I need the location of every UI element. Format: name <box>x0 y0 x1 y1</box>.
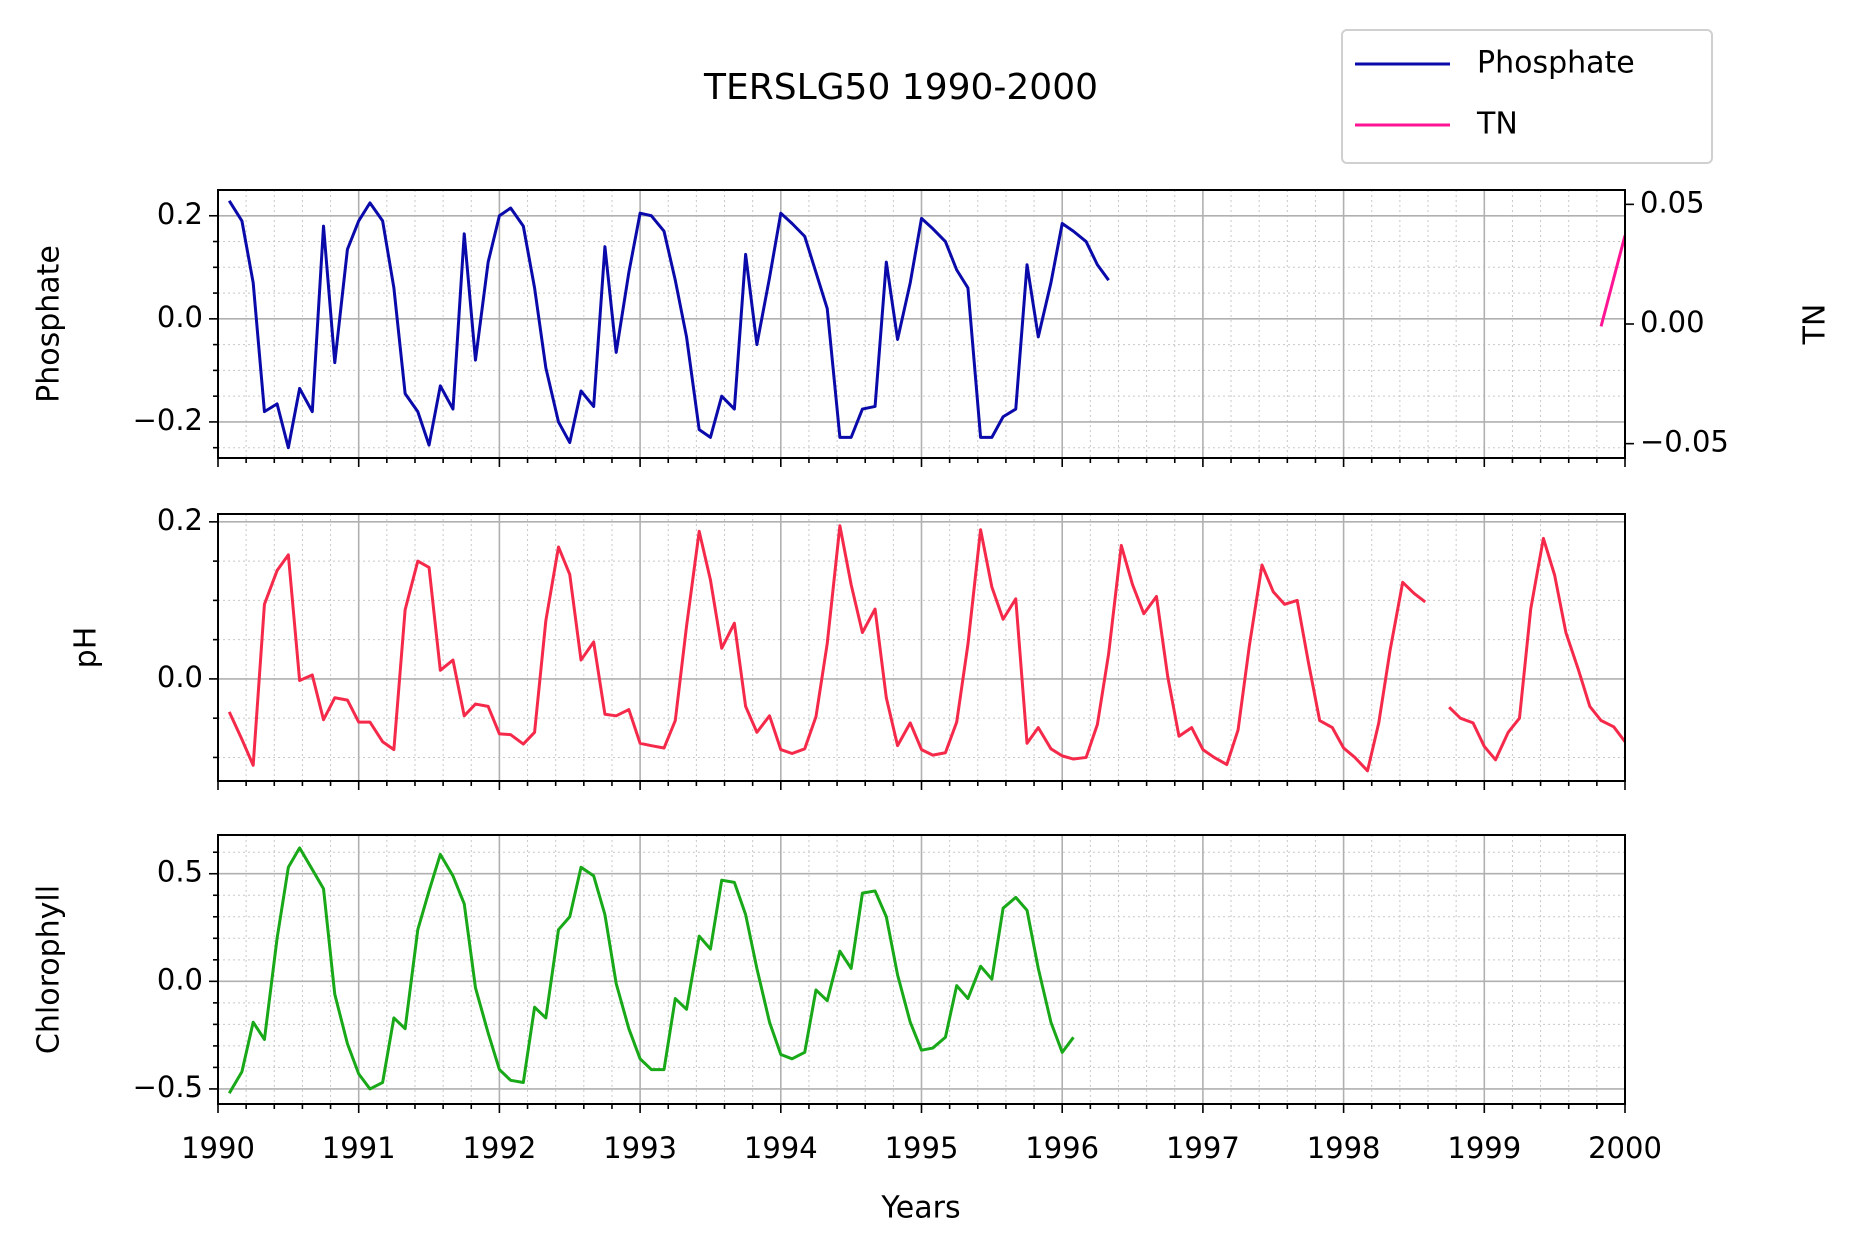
y-tick-label: −0.5 <box>133 1070 203 1104</box>
y-axis-label: pH <box>69 627 104 669</box>
x-tick-label: 1993 <box>603 1131 677 1165</box>
chart-title: TERSLG50 1990-2000 <box>703 67 1098 108</box>
x-tick-label: 1990 <box>181 1131 255 1165</box>
y2-axis-label: TN <box>1798 304 1833 346</box>
y-tick-label: 0.0 <box>157 962 203 996</box>
y-tick-label: 0.2 <box>157 197 203 231</box>
axes-frame <box>217 189 1626 459</box>
x-tick-label: 1997 <box>1166 1131 1240 1165</box>
y-axis-label: Chlorophyll <box>32 885 67 1054</box>
y-tick-label: −0.2 <box>133 403 203 437</box>
x-axis-label: Years <box>880 1191 960 1226</box>
axes-frame <box>217 513 1626 782</box>
y2-tick-label: 0.00 <box>1640 305 1705 339</box>
y-tick-label: 0.0 <box>157 300 203 334</box>
x-tick-label: 1995 <box>885 1131 959 1165</box>
y-tick-label: 0.0 <box>157 660 203 694</box>
y-axis-label: Phosphate <box>32 245 67 403</box>
data-line <box>1599 235 1625 327</box>
data-line <box>227 524 1625 773</box>
legend-label: Phosphate <box>1477 46 1635 81</box>
data-line <box>227 200 1110 450</box>
y2-tick-label: 0.05 <box>1640 185 1705 219</box>
y2-tick-label: −0.05 <box>1640 425 1729 459</box>
x-tick-label: 2000 <box>1588 1131 1662 1165</box>
data-line <box>227 846 1075 1095</box>
legend-label: TN <box>1476 107 1518 142</box>
x-tick-label: 1996 <box>1025 1131 1099 1165</box>
x-tick-label: 1994 <box>744 1131 818 1165</box>
x-tick-label: 1998 <box>1307 1131 1381 1165</box>
x-tick-label: 1992 <box>462 1131 536 1165</box>
axes-frame <box>217 834 1626 1105</box>
y-tick-label: 0.5 <box>157 855 203 889</box>
y-tick-label: 0.2 <box>157 503 203 537</box>
x-tick-label: 1999 <box>1447 1131 1521 1165</box>
x-tick-label: 1991 <box>322 1131 396 1165</box>
